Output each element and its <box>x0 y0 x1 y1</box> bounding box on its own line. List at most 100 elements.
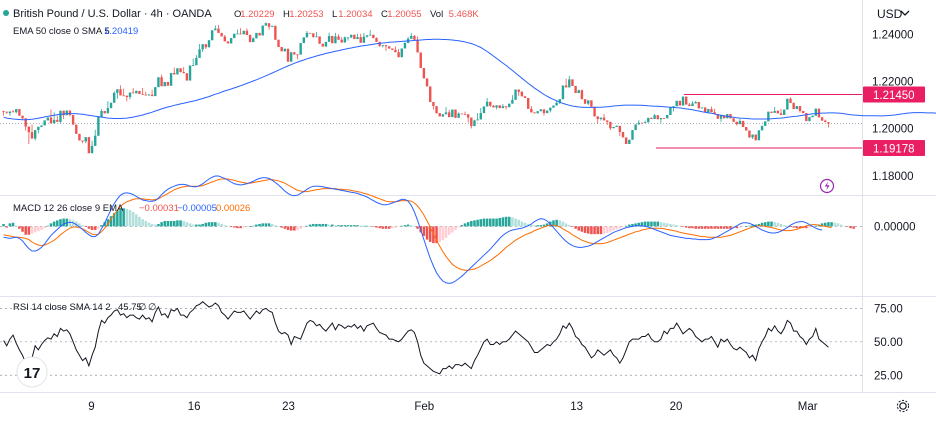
candle-body[interactable] <box>678 100 682 106</box>
candle-body[interactable] <box>106 108 110 114</box>
candle-body[interactable] <box>602 117 606 121</box>
candle-body[interactable] <box>252 38 255 43</box>
candle-body[interactable] <box>264 23 268 26</box>
candle-body[interactable] <box>160 77 163 87</box>
candle-body[interactable] <box>271 25 274 27</box>
candle-body[interactable] <box>593 106 596 117</box>
symbol-title[interactable]: British Pound / U.S. Dollar · 4h · OANDA <box>13 8 212 20</box>
candle-body[interactable] <box>353 34 356 40</box>
candle-body[interactable] <box>188 65 192 81</box>
candle-body[interactable] <box>318 36 321 44</box>
candle-body[interactable] <box>669 106 672 115</box>
tradingview-logo[interactable]: 17 <box>16 356 48 388</box>
candle-body[interactable] <box>457 113 460 118</box>
candle-body[interactable] <box>308 32 312 34</box>
candle-body[interactable] <box>773 110 776 113</box>
candle-body[interactable] <box>97 116 100 136</box>
rsi-line[interactable] <box>3 301 829 375</box>
candle-body[interactable] <box>583 99 587 104</box>
candle-body[interactable] <box>466 114 470 118</box>
candle-body[interactable] <box>454 109 457 118</box>
candle-body[interactable] <box>305 32 309 38</box>
candle-body[interactable] <box>656 115 659 120</box>
candle-body[interactable] <box>681 96 685 106</box>
candle-body[interactable] <box>555 102 558 106</box>
candle-body[interactable] <box>779 113 783 115</box>
candle-body[interactable] <box>549 107 552 111</box>
candle-body[interactable] <box>258 32 261 36</box>
candle-body[interactable] <box>37 126 40 131</box>
candle-body[interactable] <box>68 110 72 115</box>
candle-body[interactable] <box>662 118 666 119</box>
candle-body[interactable] <box>391 48 394 50</box>
candle-body[interactable] <box>362 36 366 43</box>
candle-body[interactable] <box>40 125 43 127</box>
candle-body[interactable] <box>56 119 59 122</box>
price-badge[interactable] <box>863 140 925 157</box>
candle-body[interactable] <box>150 94 154 97</box>
candle-body[interactable] <box>587 100 590 104</box>
candle-body[interactable] <box>473 120 476 127</box>
candle-body[interactable] <box>764 121 767 126</box>
candle-body[interactable] <box>479 113 482 120</box>
candle-body[interactable] <box>514 89 517 100</box>
candle-body[interactable] <box>558 99 561 103</box>
candle-body[interactable] <box>267 23 271 27</box>
candle-body[interactable] <box>125 95 129 98</box>
candle-body[interactable] <box>81 140 84 142</box>
candle-body[interactable] <box>198 49 201 58</box>
candle-body[interactable] <box>403 43 407 49</box>
candle-body[interactable] <box>508 103 511 108</box>
candle-body[interactable] <box>650 117 653 119</box>
macd-legend-label[interactable]: MACD 12 26 close 9 EMA <box>13 203 124 214</box>
candle-body[interactable] <box>5 111 8 113</box>
candle-body[interactable] <box>173 72 176 75</box>
candle-body[interactable] <box>195 57 198 66</box>
candle-body[interactable] <box>647 117 650 123</box>
candle-body[interactable] <box>245 30 249 36</box>
candle-body[interactable] <box>226 41 230 44</box>
candle-body[interactable] <box>489 101 492 106</box>
candle-body[interactable] <box>210 30 214 41</box>
candle-body[interactable] <box>135 90 138 94</box>
candle-body[interactable] <box>590 100 593 107</box>
candle-body[interactable] <box>429 86 432 103</box>
candle-body[interactable] <box>805 113 808 122</box>
candle-body[interactable] <box>751 134 754 138</box>
candle-body[interactable] <box>621 131 625 138</box>
candle-body[interactable] <box>722 115 726 119</box>
candle-body[interactable] <box>400 48 403 58</box>
candle-body[interactable] <box>539 109 543 112</box>
candle-body[interactable] <box>84 137 87 142</box>
candle-body[interactable] <box>463 114 467 115</box>
candle-body[interactable] <box>814 108 817 116</box>
candle-body[interactable] <box>255 32 258 39</box>
candle-body[interactable] <box>18 109 21 116</box>
candle-body[interactable] <box>365 35 369 37</box>
candle-body[interactable] <box>700 107 704 109</box>
candle-body[interactable] <box>416 39 419 53</box>
candle-body[interactable] <box>157 77 160 88</box>
candle-body[interactable] <box>296 54 299 56</box>
candle-body[interactable] <box>460 113 464 115</box>
candle-body[interactable] <box>643 122 647 124</box>
candle-body[interactable] <box>760 125 764 131</box>
candle-body[interactable] <box>795 106 799 110</box>
candle-body[interactable] <box>384 45 388 47</box>
candle-body[interactable] <box>2 110 5 112</box>
lightning-icon[interactable] <box>819 178 835 194</box>
candle-body[interactable] <box>694 102 697 104</box>
candle-body[interactable] <box>438 113 441 117</box>
candle-body[interactable] <box>447 112 451 118</box>
candle-body[interactable] <box>112 92 116 103</box>
ema-legend-label[interactable]: EMA 50 close 0 SMA 5 <box>13 26 110 37</box>
candle-body[interactable] <box>223 36 227 42</box>
candle-body[interactable] <box>343 37 347 43</box>
candle-body[interactable] <box>561 85 565 100</box>
candle-body[interactable] <box>90 145 94 154</box>
candle-body[interactable] <box>204 44 208 48</box>
candle-body[interactable] <box>100 110 103 117</box>
candle-body[interactable] <box>394 49 397 53</box>
candle-body[interactable] <box>122 95 125 97</box>
